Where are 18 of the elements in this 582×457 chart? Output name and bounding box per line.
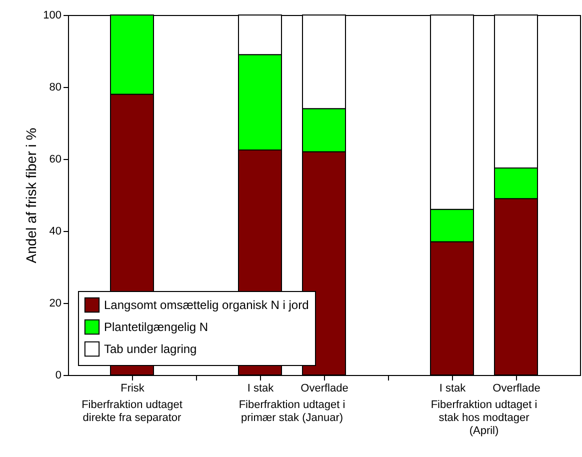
text: Fiberfraktion udtaget i primær stak (Januar) [238,399,346,424]
x-tick-label: I stak [439,382,466,394]
y-tick-label: 60 [49,154,62,166]
y-tick-label: 40 [49,226,62,238]
x-tick-label: I stak [247,382,274,394]
y-tick-label: 0 [55,370,62,382]
y-tick-label: 100 [43,10,62,22]
x-tick-label: Overflade [492,382,540,394]
text: Fiberfraktion udtaget direkte fra separator [82,399,182,424]
x-tick-label: Overflade [300,382,348,394]
legend-label: Langsomt omsættelig organisk N i jord [104,298,309,312]
y-tick-label: 80 [49,82,62,94]
y-tick-label: 20 [49,298,62,310]
legend-label: Tab under lagring [104,342,197,356]
y-axis-title: Andel af frisk fiber i % [23,128,40,264]
x-tick-label: Frisk [120,382,145,394]
legend-label: Plantetilgængelig N [104,320,208,334]
text: Fiberfraktion udtaget i stak hos modtager (April) [430,399,538,437]
